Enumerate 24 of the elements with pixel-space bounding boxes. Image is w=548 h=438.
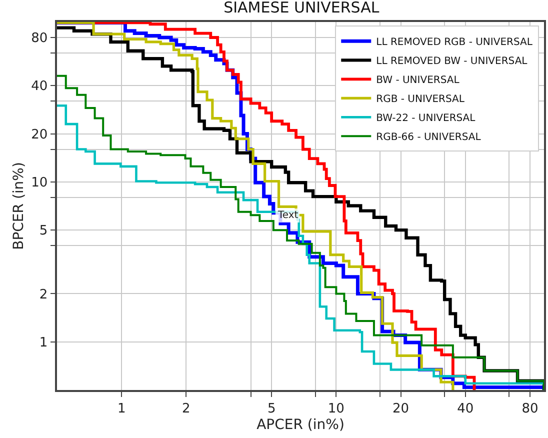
x-axis-title: APCER (in%)	[256, 417, 344, 434]
legend-label: RGB - UNIVERSAL	[376, 94, 465, 106]
y-tick-label: 2	[39, 287, 48, 302]
chart-title: SIAMESE UNIVERSAL	[224, 0, 380, 17]
x-tick-label: 40	[457, 401, 474, 416]
legend-label: BW - UNIVERSAL	[376, 75, 460, 86]
x-tick-label: 20	[392, 401, 410, 416]
annotation: Text	[277, 210, 298, 221]
y-axis-title: BPCER (in%)	[11, 162, 28, 250]
x-tick-label: 1	[117, 401, 126, 416]
legend-label: LL REMOVED BW - UNIVERSAL	[376, 56, 528, 68]
legend-label: BW-22 - UNIVERSAL	[376, 113, 476, 124]
x-tick-label: 10	[328, 401, 344, 416]
y-tick-label: 20	[31, 127, 48, 142]
y-tick-label: 5	[39, 224, 48, 239]
y-tick-label: 40	[31, 79, 48, 94]
x-tick-label: 2	[182, 401, 190, 416]
legend-label: RGB-66 - UNIVERSAL	[376, 132, 482, 144]
x-tick-label: 80	[522, 401, 538, 416]
legend-label: LL REMOVED RGB - UNIVERSAL	[376, 37, 533, 48]
y-tick-label: 10	[31, 175, 48, 190]
y-tick-label: 1	[39, 335, 48, 350]
y-tick-label: 80	[31, 31, 48, 46]
x-tick-label: 5	[267, 401, 276, 416]
